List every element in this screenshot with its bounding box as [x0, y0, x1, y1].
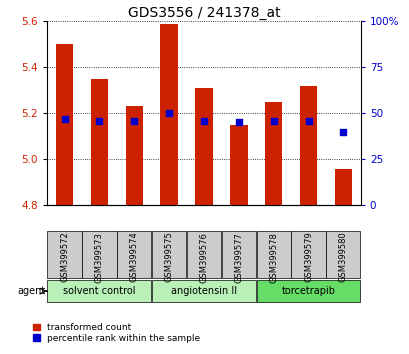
- Text: GSM399580: GSM399580: [338, 232, 347, 282]
- Bar: [152, 231, 186, 278]
- Bar: [56, 44, 73, 205]
- Bar: [160, 23, 178, 205]
- Point: [61, 116, 68, 122]
- Point: [270, 118, 276, 124]
- Point: [96, 118, 103, 124]
- Bar: [47, 280, 151, 302]
- Title: GDS3556 / 241378_at: GDS3556 / 241378_at: [127, 6, 280, 20]
- Point: [305, 118, 311, 124]
- Text: solvent control: solvent control: [63, 286, 135, 296]
- Bar: [117, 231, 151, 278]
- Point: [339, 129, 346, 135]
- Bar: [195, 88, 212, 205]
- Text: GSM399574: GSM399574: [130, 232, 138, 282]
- Text: GSM399573: GSM399573: [95, 232, 103, 282]
- Text: GSM399575: GSM399575: [164, 232, 173, 282]
- Text: agent: agent: [17, 286, 45, 296]
- Bar: [125, 106, 143, 205]
- Point: [131, 118, 137, 124]
- Bar: [229, 125, 247, 205]
- Point: [200, 118, 207, 124]
- Text: GSM399577: GSM399577: [234, 232, 243, 282]
- Point: [235, 120, 242, 125]
- Bar: [187, 231, 220, 278]
- Bar: [256, 231, 290, 278]
- Legend: transformed count, percentile rank within the sample: transformed count, percentile rank withi…: [33, 323, 200, 343]
- Bar: [264, 102, 282, 205]
- Bar: [256, 280, 360, 302]
- Text: GSM399579: GSM399579: [303, 232, 312, 282]
- Bar: [334, 169, 351, 205]
- Bar: [299, 86, 317, 205]
- Bar: [82, 231, 116, 278]
- Bar: [90, 79, 108, 205]
- Text: GSM399578: GSM399578: [269, 232, 277, 282]
- Text: GSM399572: GSM399572: [60, 232, 69, 282]
- Bar: [326, 231, 360, 278]
- Text: GSM399576: GSM399576: [199, 232, 208, 282]
- Bar: [221, 231, 255, 278]
- Text: angiotensin II: angiotensin II: [171, 286, 236, 296]
- Bar: [47, 231, 81, 278]
- Text: torcetrapib: torcetrapib: [281, 286, 335, 296]
- Bar: [152, 280, 255, 302]
- Point: [166, 110, 172, 116]
- Bar: [291, 231, 325, 278]
